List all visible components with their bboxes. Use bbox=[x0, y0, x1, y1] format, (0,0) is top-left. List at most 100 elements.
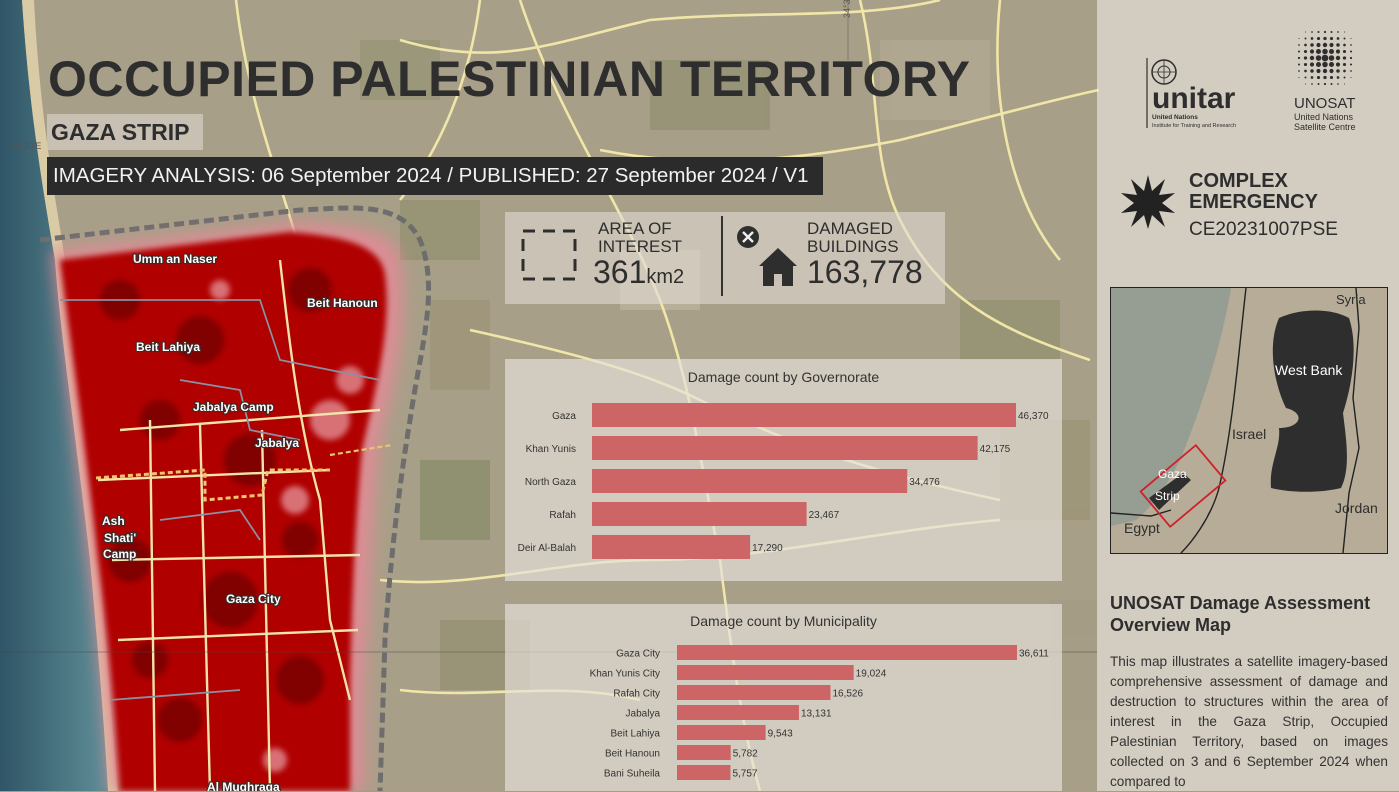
category-label: Rafah City bbox=[613, 689, 660, 700]
west-bank-shape bbox=[1270, 310, 1354, 492]
value-label: 19,024 bbox=[856, 669, 887, 680]
label-beit-hanoun: Beit Hanoun bbox=[307, 296, 378, 310]
sea bbox=[0, 0, 108, 791]
inset-label-israel: Israel bbox=[1232, 426, 1266, 442]
bar bbox=[592, 535, 751, 559]
bar bbox=[592, 469, 908, 493]
value-label: 9,543 bbox=[768, 729, 793, 740]
inset-label-syria: Syria bbox=[1336, 292, 1366, 307]
area-value-number: 361 bbox=[593, 254, 647, 290]
label-camp: Camp bbox=[103, 547, 136, 561]
chart-municipality-svg: Damage count by Municipality Gaza City 36,… bbox=[590, 613, 1049, 780]
area-value-unit: km2 bbox=[646, 266, 685, 288]
damaged-buildings-label: DAMAGED BUILDINGS bbox=[807, 219, 899, 256]
inset-jordan-border bbox=[1342, 288, 1360, 553]
emergency-title: COMPLEX EMERGENCY bbox=[1189, 170, 1318, 213]
inset-label-egypt: Egypt bbox=[1124, 520, 1160, 536]
bar bbox=[677, 645, 1017, 660]
category-label: Deir Al-Balah bbox=[518, 543, 576, 554]
bar bbox=[677, 685, 831, 700]
label-gaza-city: Gaza City bbox=[226, 592, 281, 606]
label-shati: Shati' bbox=[104, 531, 136, 545]
stats-divider bbox=[721, 216, 723, 296]
value-label: 42,175 bbox=[980, 444, 1011, 455]
bar bbox=[677, 725, 766, 740]
category-label: Khan Yunis bbox=[526, 444, 576, 455]
bar bbox=[592, 403, 1016, 427]
gaza-highlight-box bbox=[1139, 443, 1227, 529]
unitar-logo: unitar United Nations Institute for Trai… bbox=[1146, 58, 1236, 129]
chart-title: Damage count by Municipality bbox=[690, 613, 877, 629]
description-title: UNOSAT Damage Assessment Overview Map bbox=[1110, 593, 1371, 635]
chart-governorate: Damage count by Governorate Gaza 46,370 Kha… bbox=[505, 359, 1062, 581]
unitar-sub1: United Nations bbox=[1152, 114, 1198, 121]
chart-title: Damage count by Governorate bbox=[688, 369, 880, 385]
category-label: Bani Suheila bbox=[604, 769, 661, 780]
value-label: 13,131 bbox=[801, 709, 832, 720]
emergency-code: CE20231007PSE bbox=[1189, 219, 1338, 240]
bar bbox=[677, 705, 799, 720]
coordinate-label-lon: 34°30'E bbox=[10, 141, 42, 151]
inset-label-gaza: Gaza bbox=[1158, 467, 1187, 481]
category-label: Beit Hanoun bbox=[605, 749, 660, 760]
inset-borders bbox=[1111, 288, 1247, 553]
description-text: This map illustrates a satellite imagery… bbox=[1110, 654, 1388, 789]
gaza-city-boundary bbox=[95, 468, 330, 502]
bar bbox=[592, 436, 978, 460]
unosat-wordmark: UNOSAT bbox=[1294, 95, 1355, 112]
stats-panel: AREA OF INTEREST 361km2 DAMAGED BUILDING… bbox=[505, 212, 945, 304]
value-label: 23,467 bbox=[809, 510, 840, 521]
inset-sea bbox=[1111, 288, 1231, 526]
value-label: 36,611 bbox=[1019, 649, 1049, 660]
category-label: Gaza bbox=[552, 411, 576, 422]
label-jabalya: Jabalya bbox=[255, 436, 299, 450]
unosat-logo: UNOSAT United Nations Satellite Centre bbox=[1294, 30, 1356, 132]
label-ash: Ash bbox=[102, 514, 125, 528]
category-label: North Gaza bbox=[525, 477, 577, 488]
bar bbox=[677, 665, 854, 680]
damaged-building-icon bbox=[737, 226, 797, 286]
explosion-icon bbox=[1121, 175, 1175, 229]
admin-boundaries bbox=[60, 299, 381, 701]
value-label: 34,476 bbox=[909, 477, 940, 488]
locator-map-svg: Syria West Bank Israel Gaza Strip Egypt … bbox=[1111, 288, 1387, 553]
coordinate-label-lat: 34°30'N bbox=[842, 0, 852, 18]
category-label: Jabalya bbox=[626, 709, 661, 720]
page-title: OCCUPIED PALESTINIAN TERRITORY bbox=[48, 51, 971, 107]
area-of-interest-icon bbox=[521, 229, 577, 281]
area-of-interest-label: AREA OF INTEREST bbox=[598, 219, 683, 256]
bar bbox=[677, 745, 731, 760]
unosat-sub2: Satellite Centre bbox=[1294, 122, 1356, 132]
category-label: Rafah bbox=[549, 510, 576, 521]
inset-label-strip: Strip bbox=[1155, 489, 1180, 503]
category-label: Gaza City bbox=[616, 649, 660, 660]
value-label: 5,782 bbox=[733, 749, 758, 760]
bar bbox=[592, 502, 807, 526]
bar bbox=[677, 765, 731, 780]
unosat-sub1: United Nations bbox=[1294, 112, 1354, 122]
area-of-interest-value: 361km2 bbox=[593, 254, 684, 291]
label-jabalya-camp: Jabalya Camp bbox=[193, 400, 274, 414]
label-al-mughraqa: Al Mughraqa bbox=[207, 780, 280, 791]
road-east bbox=[329, 443, 393, 457]
category-label: Beit Lahiya bbox=[611, 729, 661, 740]
label-beit-lahiya: Beit Lahiya bbox=[136, 340, 200, 354]
locator-map[interactable]: Syria West Bank Israel Gaza Strip Egypt … bbox=[1110, 287, 1388, 554]
value-label: 16,526 bbox=[832, 689, 863, 700]
unitar-sub2: Institute for Training and Research bbox=[1152, 123, 1236, 129]
gaza-strip-shape bbox=[1149, 473, 1191, 510]
unitar-wordmark: unitar bbox=[1152, 82, 1236, 115]
chart-governorate-svg: Damage count by Governorate Gaza 46,370 Kha… bbox=[518, 369, 1049, 559]
category-label: Khan Yunis City bbox=[590, 669, 660, 680]
value-label: 46,370 bbox=[1018, 411, 1049, 422]
inset-label-jordan: Jordan bbox=[1335, 500, 1378, 516]
value-label: 17,290 bbox=[752, 543, 783, 554]
place-labels: Umm an Naser Beit Hanoun Beit Lahiya Jab… bbox=[101, 251, 379, 791]
label-umm-an-naser: Umm an Naser bbox=[133, 252, 217, 266]
border-line bbox=[39, 205, 432, 791]
page-subtitle: GAZA STRIP bbox=[47, 114, 204, 150]
value-label: 5,757 bbox=[732, 769, 757, 780]
chart-municipality: Damage count by Municipality Gaza City 36,… bbox=[505, 604, 1062, 791]
imagery-info-bar: IMAGERY ANALYSIS: 06 September 2024 / PU… bbox=[47, 157, 823, 195]
inset-label-west-bank: West Bank bbox=[1275, 362, 1343, 378]
